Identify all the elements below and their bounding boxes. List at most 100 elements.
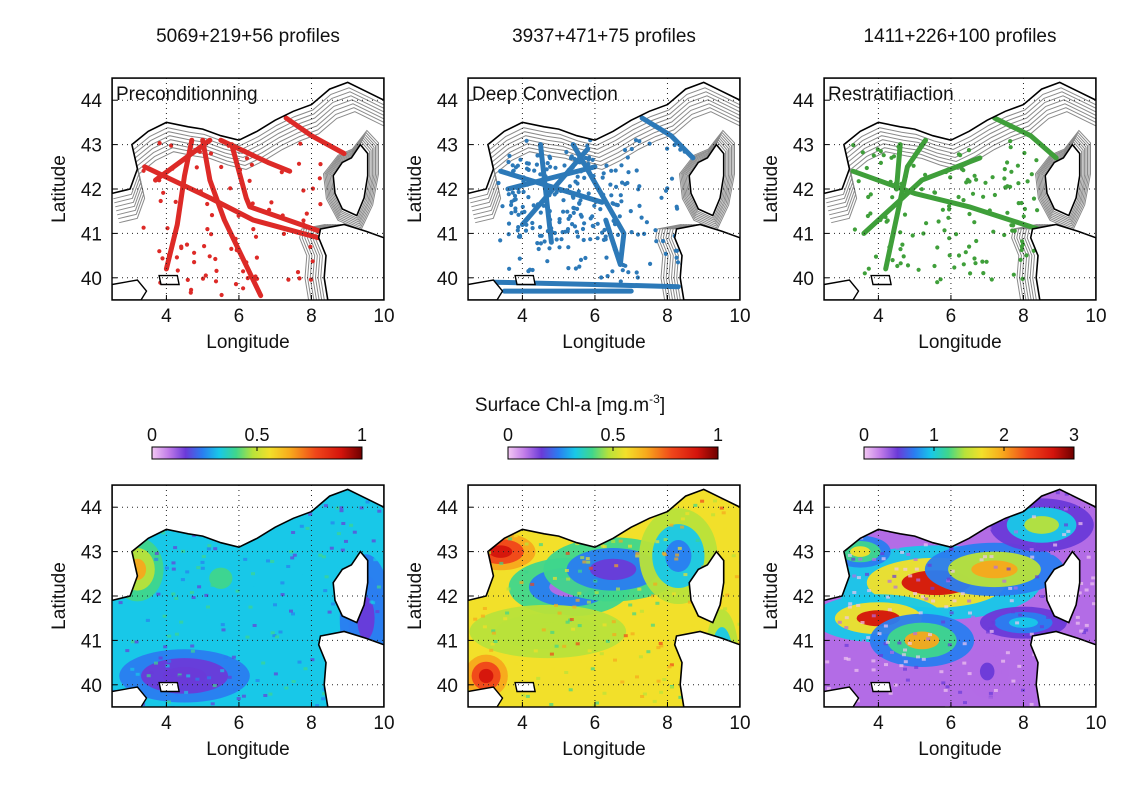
y-axis-label: Latitude [49,155,70,223]
chl-pixel [930,586,935,590]
profile-point [889,155,894,160]
profile-point [506,192,511,197]
chl-pixel [190,644,195,648]
profile-point [189,287,194,292]
chl-pixel [130,640,135,644]
chl-pixel [206,605,210,609]
chl-pixel [858,557,863,561]
chl-pixel [304,604,309,608]
chl-pixel [693,503,698,507]
chl-pixel [860,621,865,624]
profile-point [1009,169,1014,174]
chl-pixel [206,547,211,551]
y-axis-label: Latitude [405,562,426,630]
profile-point [956,253,962,258]
chl-pixel [993,565,998,569]
x-axis-label: Longitude [562,739,645,760]
chl-pixel [906,552,911,556]
profile-point [952,265,957,270]
chl-pixel [903,667,907,671]
chl-pixel [154,557,159,561]
chl-pixel [577,591,582,595]
sampling-track [861,155,983,236]
chl-pixel [321,555,326,559]
chl-pixel [291,612,295,616]
profile-point [595,221,600,226]
profile-point [634,270,639,275]
chl-pixel [1066,529,1071,533]
chl-patch [589,558,637,581]
profile-point [498,238,503,243]
grid [468,78,740,300]
chl-pixel [614,564,619,568]
coastline-mallorca [468,686,504,707]
chl-pixel [847,605,852,609]
chl-pixel [1079,629,1084,633]
profile-point [582,175,587,180]
profile-point [663,251,668,256]
profile-point [577,154,582,159]
chl-pixel [1015,621,1020,625]
profile-point [298,141,303,146]
chl-pixel [1029,548,1034,551]
y-tick-label: 44 [437,498,459,519]
profile-point [1002,176,1007,181]
profile-point [572,156,577,161]
x-axis-label: Longitude [206,739,289,760]
chl-pixel [991,621,996,625]
profile-point [241,286,246,291]
chl-pixel [550,630,555,634]
panel-title: 1411+226+100 profiles [864,26,1057,47]
chl-pixel [1001,659,1006,663]
x-tick-label: 8 [662,713,673,734]
chl-pixel [280,653,284,657]
chl-pixel [890,650,894,654]
chl-pixel [291,680,296,683]
profile-point [513,209,518,214]
chl-pixel [231,655,236,659]
panel-title: 3937+471+75 profiles [512,26,696,47]
profile-point [566,168,571,173]
chl-pixel [525,694,530,698]
profile-point [160,256,165,261]
chl-pixel [334,612,339,616]
chl-pixel [162,614,167,618]
chl-pixel [674,557,679,561]
chl-pixel [180,632,185,636]
profile-point [599,275,604,280]
profile-point [647,141,652,146]
profile-point [205,201,210,207]
chl-pixel [667,665,672,669]
profile-point [873,254,879,259]
profile-point [888,179,893,184]
profile-point [622,147,628,153]
chl-pixel [1082,563,1087,567]
profile-point [890,258,895,263]
chl-pixel [1084,623,1089,627]
profile-point [648,261,653,266]
profile-point [506,159,511,165]
chl-pixel [569,618,574,621]
chl-pixel [1014,530,1018,534]
profile-point [554,237,559,242]
profile-point [911,163,916,168]
profile-point [675,260,681,265]
chl-pixel [922,699,927,703]
profile-point [538,153,543,158]
profile-point [242,148,247,153]
profile-point [549,226,554,231]
chl-pixel [270,631,275,635]
chl-pixel [855,699,860,703]
chl-pixel [565,620,570,624]
chl-pixel [318,553,323,557]
chl-pixel [646,650,651,654]
chl-pixel [883,624,888,628]
y-tick-label: 43 [793,543,814,564]
chl-pixel [299,524,304,528]
x-tick-label: 6 [590,713,601,734]
profile-point [572,224,578,229]
chl-pixel [220,669,225,673]
chl-pixel [284,686,289,690]
y-tick-label: 44 [437,91,459,112]
profile-point [202,244,207,249]
